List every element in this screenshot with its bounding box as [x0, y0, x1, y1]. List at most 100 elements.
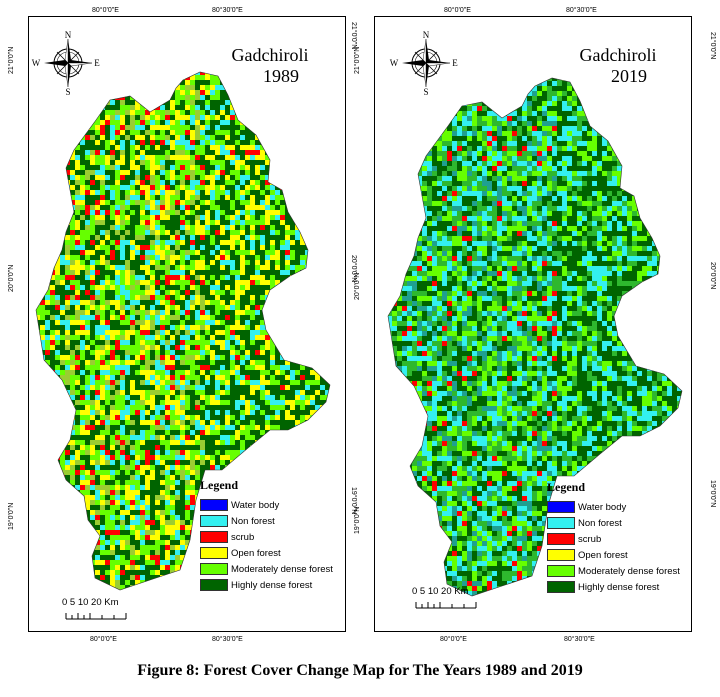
land-cover-cell	[310, 430, 315, 435]
land-cover-cell	[120, 400, 125, 405]
land-cover-cell	[320, 60, 325, 65]
land-cover-cell	[310, 210, 315, 215]
land-cover-cell	[310, 170, 315, 175]
land-cover-cell	[45, 210, 50, 215]
land-cover-cell	[85, 325, 90, 330]
land-cover-cell	[110, 385, 115, 390]
land-cover-cell	[225, 155, 230, 160]
land-cover-cell	[250, 430, 255, 435]
land-cover-cell	[225, 120, 230, 125]
land-cover-cell	[155, 165, 160, 170]
land-cover-cell	[50, 310, 55, 315]
land-cover-cell	[225, 330, 230, 335]
land-cover-cell	[250, 200, 255, 205]
land-cover-cell	[210, 200, 215, 205]
land-cover-cell	[110, 270, 115, 275]
land-cover-cell	[45, 145, 50, 150]
land-cover-cell	[115, 400, 120, 405]
land-cover-cell	[70, 320, 75, 325]
land-cover-cell	[100, 440, 105, 445]
land-cover-cell	[265, 355, 270, 360]
land-cover-cell	[105, 80, 110, 85]
land-cover-cell	[245, 240, 250, 245]
land-cover-cell	[150, 190, 155, 195]
land-cover-cell	[195, 445, 200, 450]
land-cover-cell	[75, 425, 80, 430]
land-cover-cell	[170, 230, 175, 235]
land-cover-cell	[190, 90, 195, 95]
land-cover-cell	[240, 235, 245, 240]
land-cover-cell	[200, 65, 205, 70]
land-cover-cell	[200, 215, 205, 220]
land-cover-cell	[165, 195, 170, 200]
land-cover-cell	[220, 345, 225, 350]
land-cover-cell	[75, 325, 80, 330]
land-cover-cell	[330, 435, 335, 440]
land-cover-cell	[210, 215, 215, 220]
land-cover-cell	[260, 370, 265, 375]
land-cover-cell	[190, 395, 195, 400]
land-cover-cell	[305, 410, 310, 415]
land-cover-cell	[240, 240, 245, 245]
land-cover-cell	[30, 265, 35, 270]
land-cover-cell	[70, 185, 75, 190]
land-cover-cell	[295, 275, 300, 280]
land-cover-cell	[320, 165, 325, 170]
land-cover-cell	[325, 280, 330, 285]
land-cover-cell	[165, 110, 170, 115]
land-cover-cell	[175, 390, 180, 395]
land-cover-cell	[255, 375, 260, 380]
land-cover-cell	[180, 85, 185, 90]
land-cover-cell	[175, 65, 180, 70]
land-cover-cell	[205, 305, 210, 310]
land-cover-cell	[230, 430, 235, 435]
land-cover-cell	[245, 250, 250, 255]
land-cover-cell	[310, 180, 315, 185]
land-cover-cell	[160, 380, 165, 385]
land-cover-cell	[230, 330, 235, 335]
land-cover-cell	[130, 330, 135, 335]
land-cover-cell	[140, 175, 145, 180]
land-cover-cell	[60, 335, 65, 340]
land-cover-cell	[295, 330, 300, 335]
land-cover-cell	[220, 95, 225, 100]
land-cover-cell	[305, 345, 310, 350]
land-cover-cell	[195, 90, 200, 95]
land-cover-cell	[75, 435, 80, 440]
land-cover-cell	[165, 365, 170, 370]
land-cover-cell	[290, 330, 295, 335]
land-cover-cell	[280, 455, 285, 460]
land-cover-cell	[200, 100, 205, 105]
land-cover-cell	[100, 155, 105, 160]
land-cover-cell	[36, 110, 40, 115]
land-cover-cell	[45, 460, 50, 465]
land-cover-cell	[255, 240, 260, 245]
land-cover-cell	[275, 190, 280, 195]
land-cover-cell	[135, 105, 140, 110]
land-cover-cell	[180, 120, 185, 125]
land-cover-cell	[195, 435, 200, 440]
land-cover-cell	[90, 300, 95, 305]
land-cover-cell	[195, 200, 200, 205]
land-cover-cell	[125, 380, 130, 385]
land-cover-cell	[320, 190, 325, 195]
land-cover-cell	[140, 240, 145, 245]
land-cover-cell	[80, 195, 85, 200]
land-cover-cell	[325, 275, 330, 280]
land-cover-cell	[36, 175, 40, 180]
land-cover-cell	[155, 390, 160, 395]
land-cover-cell	[120, 320, 125, 325]
land-cover-cell	[285, 190, 290, 195]
land-cover-cell	[325, 125, 330, 130]
land-cover-cell	[265, 225, 270, 230]
land-cover-cell	[130, 235, 135, 240]
lon-label-bottom: 80°0'0"E	[440, 636, 467, 643]
land-cover-cell	[180, 225, 185, 230]
land-cover-cell	[220, 325, 225, 330]
land-cover-cell	[315, 420, 320, 425]
land-cover-cell	[145, 350, 150, 355]
land-cover-cell	[250, 135, 255, 140]
land-cover-cell	[65, 295, 70, 300]
land-cover-cell	[235, 380, 240, 385]
land-cover-cell	[295, 245, 300, 250]
